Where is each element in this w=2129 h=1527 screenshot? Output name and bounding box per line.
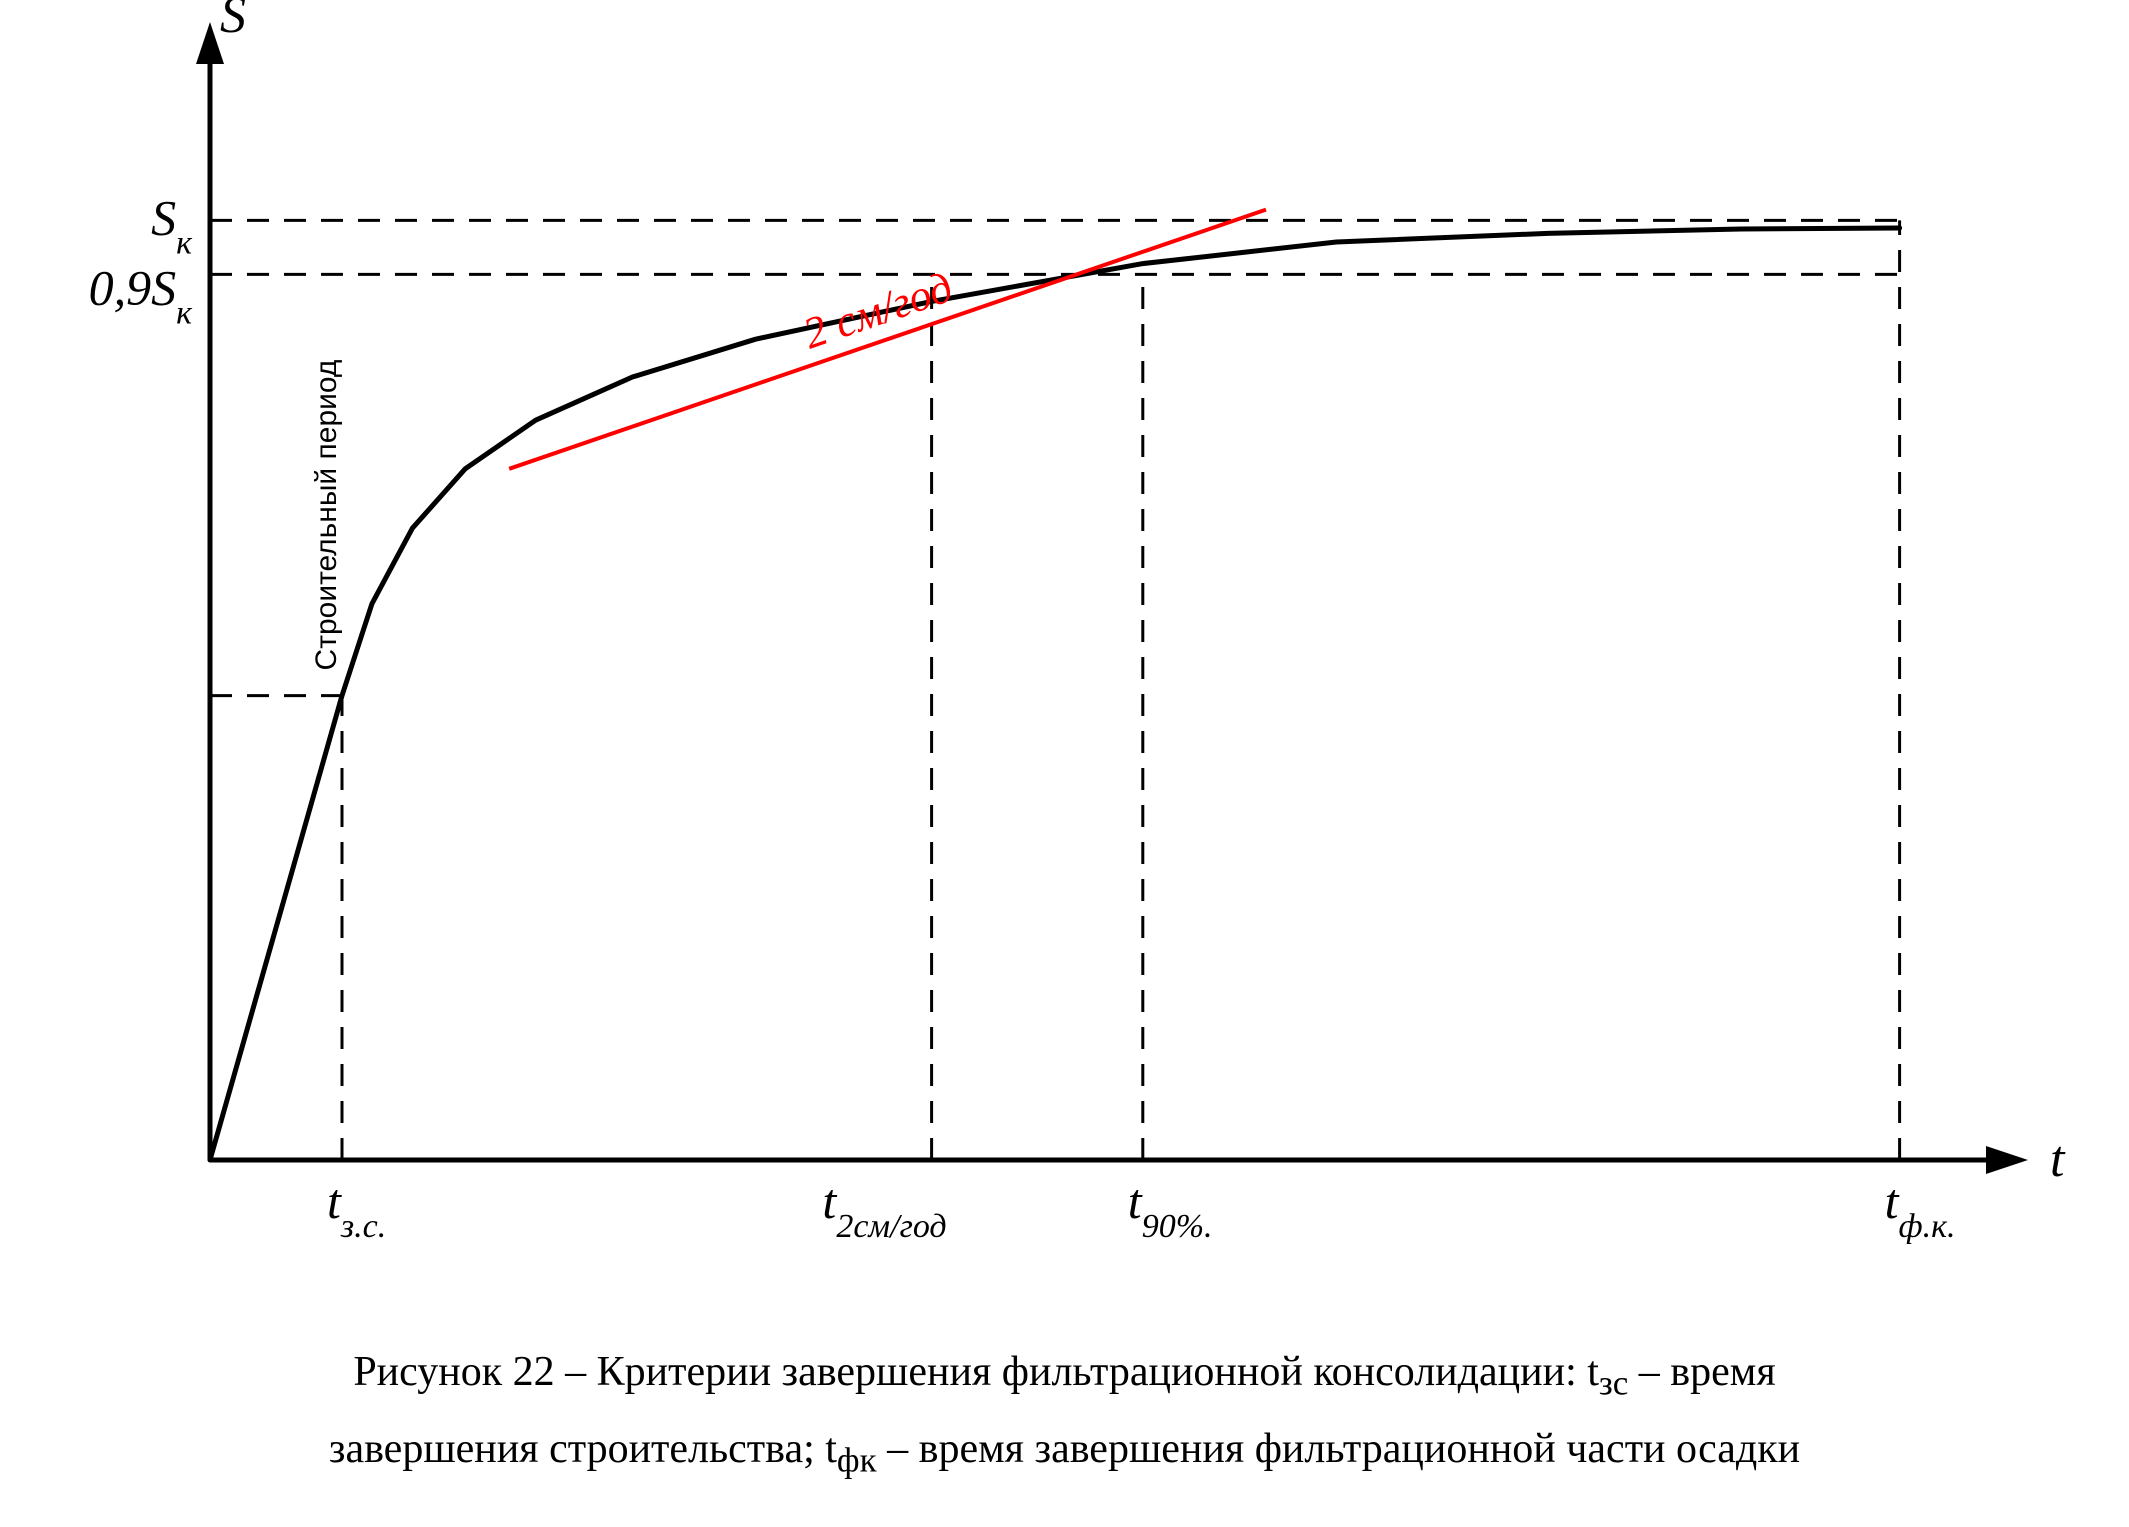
svg-text:t90%.: t90%. bbox=[1128, 1173, 1213, 1245]
svg-text:Sк: Sк bbox=[151, 189, 193, 261]
svg-text:Строительный период: Строительный период bbox=[310, 360, 343, 671]
figure-caption-line1: Рисунок 22 – Критерии завершения фильтра… bbox=[0, 1340, 2129, 1411]
figure-container: 2 см/годtSSк0,9Sкtз.с.t2см/годt90%.tф.к.… bbox=[0, 0, 2129, 1527]
svg-text:tз.с.: tз.с. bbox=[327, 1173, 386, 1245]
svg-text:t2см/год: t2см/год bbox=[822, 1173, 946, 1245]
consolidation-chart: 2 см/годtSSк0,9Sкtз.с.t2см/годt90%.tф.к.… bbox=[0, 0, 2129, 1527]
svg-text:tф.к.: tф.к. bbox=[1885, 1173, 1956, 1245]
svg-text:0,9Sк: 0,9Sк bbox=[89, 259, 194, 331]
svg-text:t: t bbox=[2050, 1131, 2066, 1188]
svg-text:S: S bbox=[220, 0, 246, 44]
figure-caption-line2: завершения строительства; tфк – время за… bbox=[0, 1417, 2129, 1488]
